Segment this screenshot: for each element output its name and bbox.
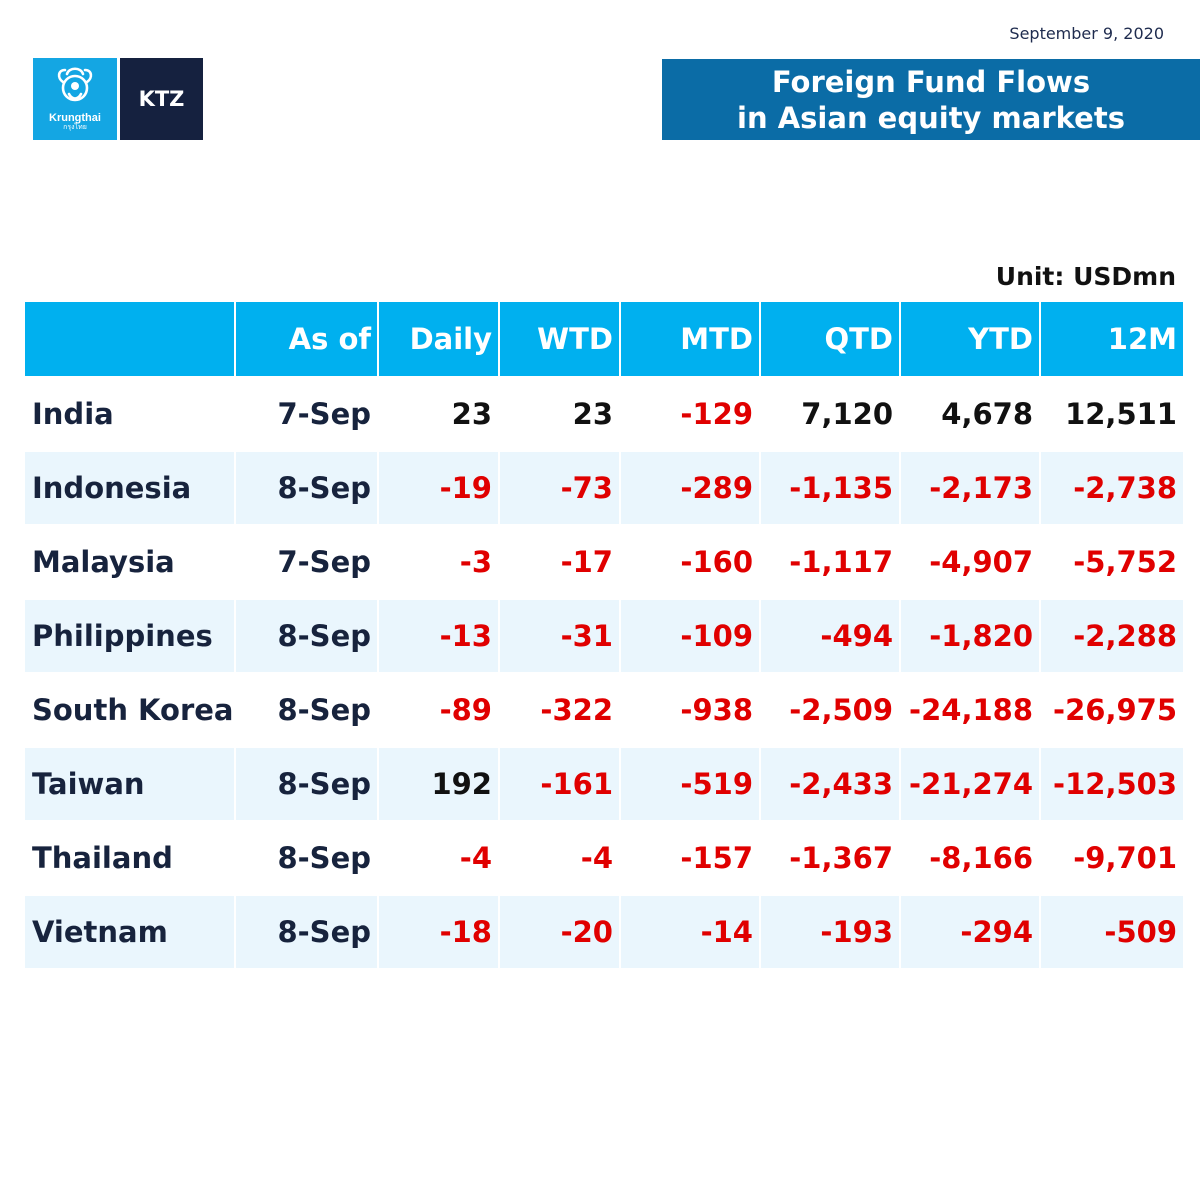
qtd-cell: -1,135 — [761, 450, 901, 524]
mtd-cell: -157 — [621, 820, 761, 894]
qtd-cell: -193 — [761, 894, 901, 968]
ytd-cell: -21,274 — [901, 746, 1041, 820]
12m-cell: -2,738 — [1041, 450, 1183, 524]
table-row: Philippines 8-Sep -13 -31 -109 -494 -1,8… — [25, 598, 1183, 672]
as-of-cell: 8-Sep — [236, 450, 379, 524]
ytd-cell: -24,188 — [901, 672, 1041, 746]
country-cell: Philippines — [25, 598, 236, 672]
mtd-cell: -14 — [621, 894, 761, 968]
title-line-2: in Asian equity markets — [737, 100, 1125, 135]
ytd-cell: -294 — [901, 894, 1041, 968]
krungthai-logo: Krungthai กรุงไทย — [33, 58, 117, 140]
fund-flows-table: As of Daily WTD MTD QTD YTD 12M India 7-… — [25, 302, 1183, 968]
country-cell: Malaysia — [25, 524, 236, 598]
table-row: Indonesia 8-Sep -19 -73 -289 -1,135 -2,1… — [25, 450, 1183, 524]
table-row: South Korea 8-Sep -89 -322 -938 -2,509 -… — [25, 672, 1183, 746]
logo-sub-text: กรุงไทย — [63, 124, 87, 131]
wtd-cell: -20 — [500, 894, 621, 968]
qtd-cell: -1,117 — [761, 524, 901, 598]
column-header-wtd: WTD — [500, 302, 621, 376]
as-of-cell: 8-Sep — [236, 820, 379, 894]
column-header-daily: Daily — [379, 302, 500, 376]
krungthai-emblem-icon — [57, 67, 93, 102]
ytd-cell: -2,173 — [901, 450, 1041, 524]
wtd-cell: -161 — [500, 746, 621, 820]
12m-cell: -9,701 — [1041, 820, 1183, 894]
12m-cell: -509 — [1041, 894, 1183, 968]
as-of-cell: 8-Sep — [236, 672, 379, 746]
daily-cell: -89 — [379, 672, 500, 746]
mtd-cell: -129 — [621, 376, 761, 450]
12m-cell: -12,503 — [1041, 746, 1183, 820]
mtd-cell: -109 — [621, 598, 761, 672]
ytd-cell: -8,166 — [901, 820, 1041, 894]
12m-cell: -5,752 — [1041, 524, 1183, 598]
ytd-cell: -4,907 — [901, 524, 1041, 598]
as-of-cell: 7-Sep — [236, 524, 379, 598]
daily-cell: -19 — [379, 450, 500, 524]
ktz-logo: KTZ — [120, 58, 203, 140]
unit-label: Unit: USDmn — [995, 262, 1176, 291]
country-cell: Thailand — [25, 820, 236, 894]
column-header-qtd: QTD — [761, 302, 901, 376]
wtd-cell: 23 — [500, 376, 621, 450]
as-of-cell: 8-Sep — [236, 598, 379, 672]
12m-cell: -26,975 — [1041, 672, 1183, 746]
daily-cell: -13 — [379, 598, 500, 672]
page-title: Foreign Fund Flows in Asian equity marke… — [662, 59, 1200, 140]
daily-cell: -18 — [379, 894, 500, 968]
table-row: Vietnam 8-Sep -18 -20 -14 -193 -294 -509 — [25, 894, 1183, 968]
mtd-cell: -938 — [621, 672, 761, 746]
country-cell: India — [25, 376, 236, 450]
12m-cell: 12,511 — [1041, 376, 1183, 450]
country-cell: South Korea — [25, 672, 236, 746]
column-header-ytd: YTD — [901, 302, 1041, 376]
column-header-country — [25, 302, 236, 376]
wtd-cell: -73 — [500, 450, 621, 524]
qtd-cell: -2,509 — [761, 672, 901, 746]
12m-cell: -2,288 — [1041, 598, 1183, 672]
table-row: India 7-Sep 23 23 -129 7,120 4,678 12,51… — [25, 376, 1183, 450]
mtd-cell: -519 — [621, 746, 761, 820]
mtd-cell: -160 — [621, 524, 761, 598]
logo-brand-text: Krungthai — [49, 112, 101, 124]
country-cell: Vietnam — [25, 894, 236, 968]
as-of-cell: 7-Sep — [236, 376, 379, 450]
report-date: September 9, 2020 — [1009, 24, 1164, 43]
wtd-cell: -17 — [500, 524, 621, 598]
table-row: Taiwan 8-Sep 192 -161 -519 -2,433 -21,27… — [25, 746, 1183, 820]
qtd-cell: -1,367 — [761, 820, 901, 894]
daily-cell: -4 — [379, 820, 500, 894]
column-header-12m: 12M — [1041, 302, 1183, 376]
as-of-cell: 8-Sep — [236, 746, 379, 820]
wtd-cell: -4 — [500, 820, 621, 894]
table-row: Malaysia 7-Sep -3 -17 -160 -1,117 -4,907… — [25, 524, 1183, 598]
ytd-cell: -1,820 — [901, 598, 1041, 672]
daily-cell: -3 — [379, 524, 500, 598]
daily-cell: 192 — [379, 746, 500, 820]
column-header-as-of: As of — [236, 302, 379, 376]
qtd-cell: -2,433 — [761, 746, 901, 820]
title-line-1: Foreign Fund Flows — [771, 64, 1091, 99]
qtd-cell: 7,120 — [761, 376, 901, 450]
wtd-cell: -31 — [500, 598, 621, 672]
daily-cell: 23 — [379, 376, 500, 450]
wtd-cell: -322 — [500, 672, 621, 746]
qtd-cell: -494 — [761, 598, 901, 672]
ytd-cell: 4,678 — [901, 376, 1041, 450]
mtd-cell: -289 — [621, 450, 761, 524]
country-cell: Taiwan — [25, 746, 236, 820]
as-of-cell: 8-Sep — [236, 894, 379, 968]
country-cell: Indonesia — [25, 450, 236, 524]
column-header-mtd: MTD — [621, 302, 761, 376]
table-header-row: As of Daily WTD MTD QTD YTD 12M — [25, 302, 1183, 376]
table-row: Thailand 8-Sep -4 -4 -157 -1,367 -8,166 … — [25, 820, 1183, 894]
